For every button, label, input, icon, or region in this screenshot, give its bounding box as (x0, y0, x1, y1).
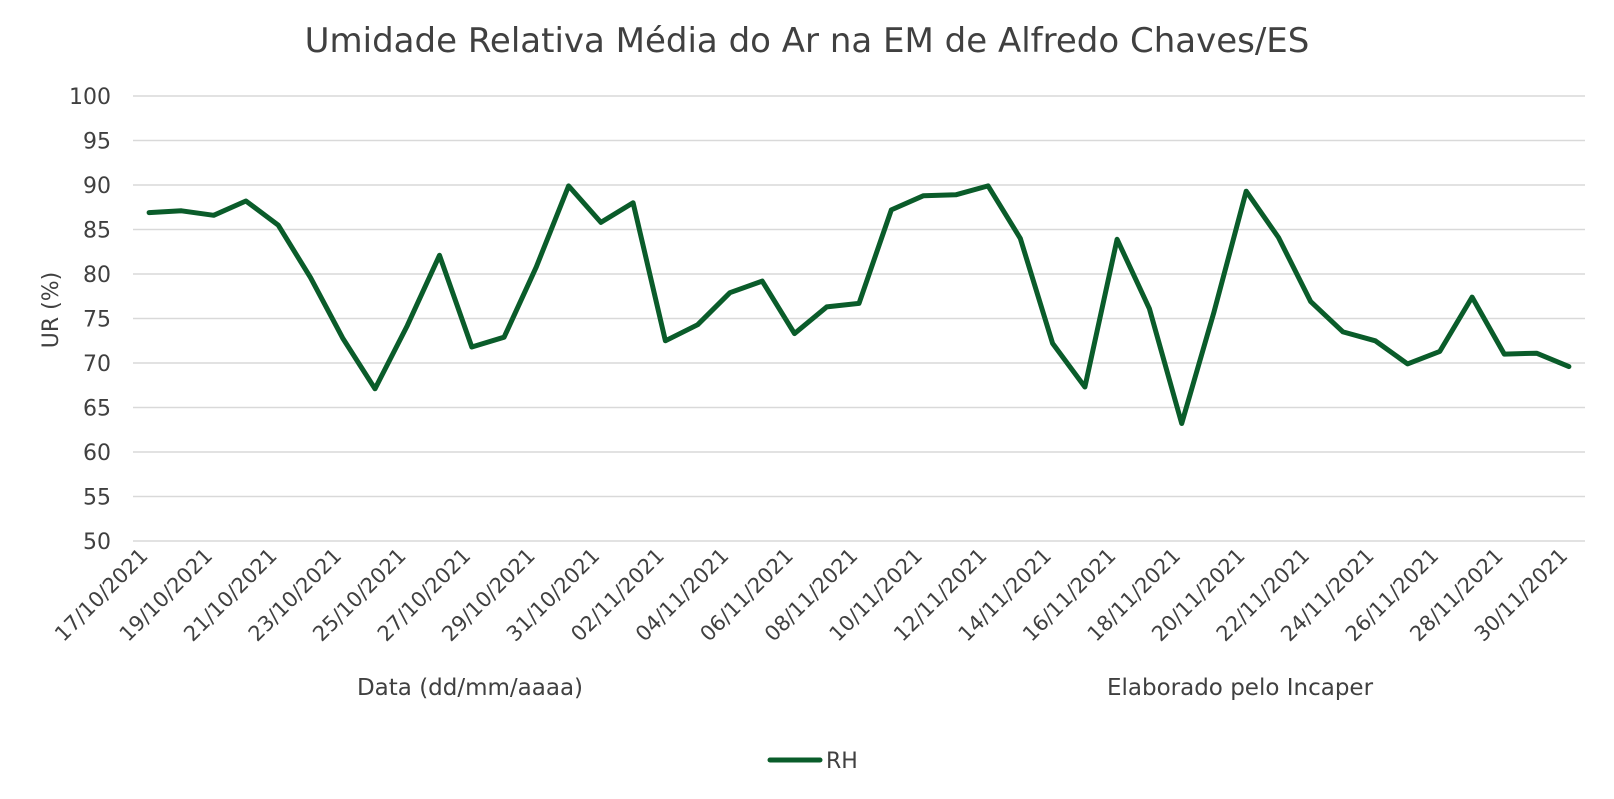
gridlines (133, 95, 1585, 542)
y-tick-label: 70 (83, 352, 111, 377)
y-axis-ticks: 50 55 60 65 70 75 80 85 90 95 100 (69, 85, 111, 555)
y-tick-label: 90 (83, 174, 111, 199)
y-tick-label: 60 (83, 441, 111, 466)
y-tick-label: 95 (83, 130, 111, 155)
y-tick-label: 85 (83, 219, 111, 244)
y-tick-label: 55 (83, 486, 111, 511)
series-line-rh (146, 183, 1572, 426)
y-tick-label: 100 (69, 85, 111, 110)
legend-label: RH (826, 749, 858, 774)
series-lines (146, 183, 1572, 426)
y-axis-label: UR (%) (39, 272, 64, 348)
legend: RH (767, 749, 858, 774)
y-tick-label: 50 (83, 530, 111, 555)
y-tick-label: 65 (83, 397, 111, 422)
y-tick-label: 80 (83, 263, 111, 288)
source-note: Elaborado pelo Incaper (1107, 675, 1374, 701)
x-axis-label: Data (dd/mm/aaaa) (357, 675, 583, 701)
chart-title: Umidade Relativa Média do Ar na EM de Al… (305, 21, 1310, 61)
y-tick-label: 75 (83, 308, 111, 333)
x-axis-ticks: 17/10/202119/10/202121/10/202123/10/2021… (50, 544, 1572, 647)
